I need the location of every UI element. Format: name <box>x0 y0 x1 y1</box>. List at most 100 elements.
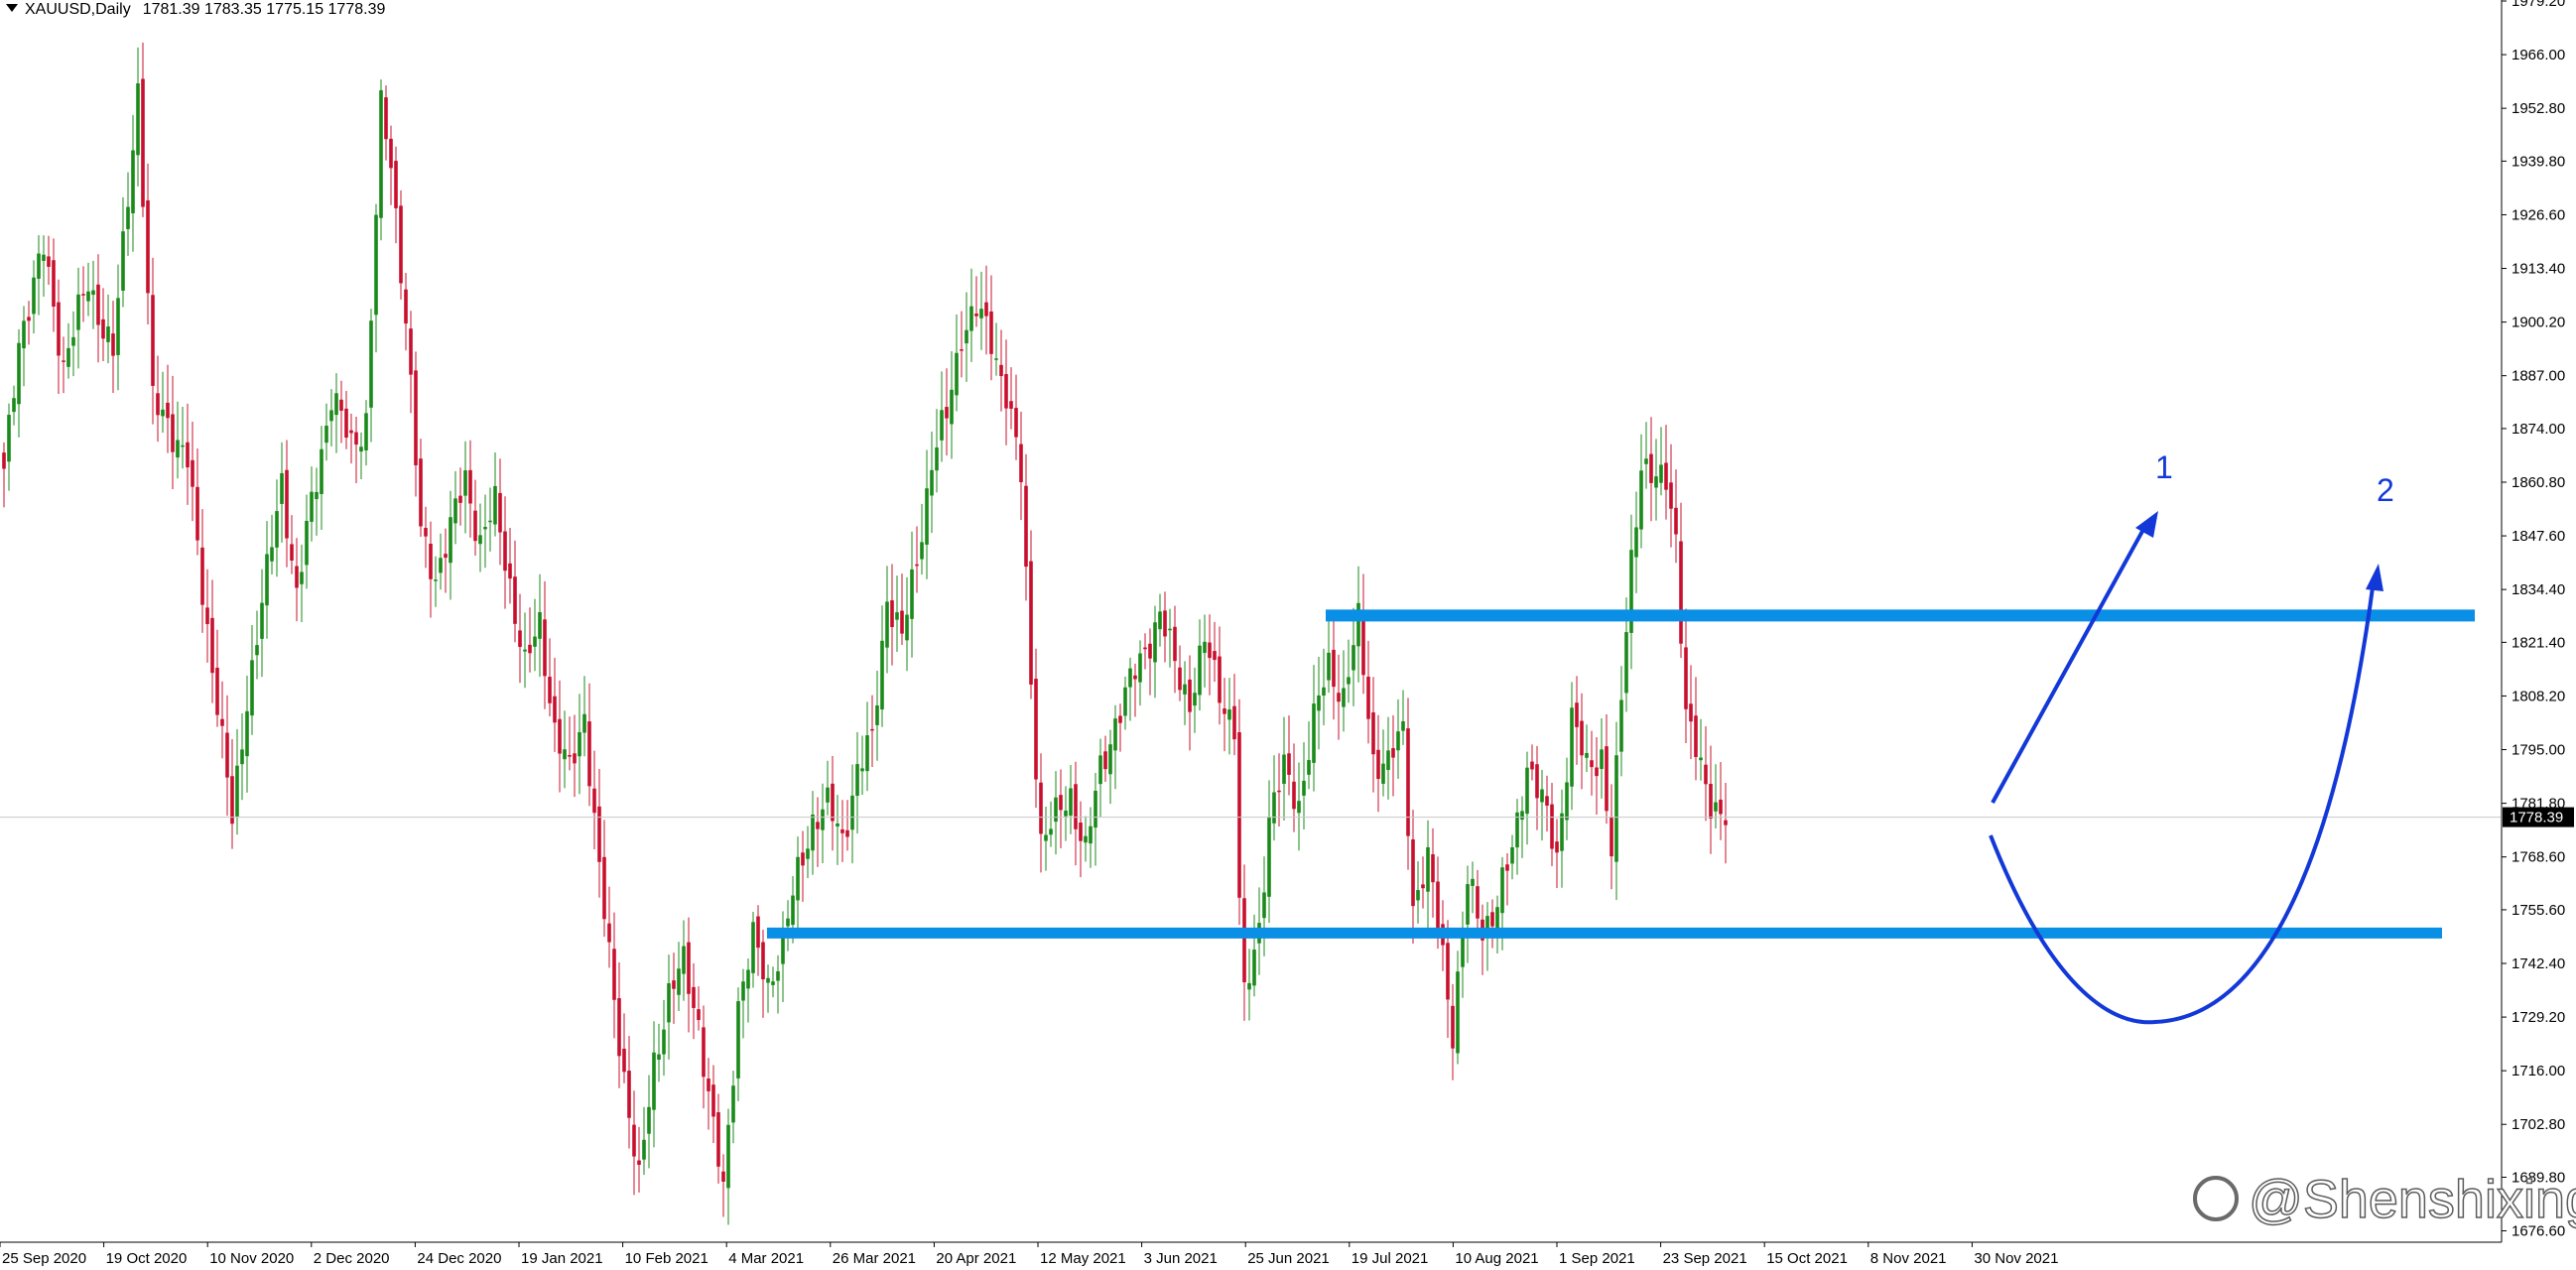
candle-body <box>285 469 289 539</box>
candle-body <box>86 291 90 302</box>
candle-body <box>1505 864 1509 871</box>
candle-body <box>801 852 805 866</box>
candle <box>925 449 929 579</box>
candle-body <box>245 710 249 757</box>
candle <box>905 576 909 672</box>
candle-body <box>1709 784 1713 820</box>
candle-body <box>275 511 279 548</box>
candle <box>369 309 373 443</box>
candle <box>1471 861 1475 914</box>
candle-body <box>1347 677 1351 685</box>
candle-body <box>1049 828 1053 835</box>
candle <box>449 490 452 600</box>
candle <box>1327 614 1331 694</box>
symbol-label: XAUUSD,Daily <box>25 1 131 18</box>
candle-body <box>989 311 993 354</box>
candle <box>582 676 586 757</box>
candle-body <box>592 788 596 814</box>
candle-body <box>1292 781 1296 810</box>
candle-body <box>131 150 135 213</box>
candle-body <box>662 1029 666 1055</box>
candle-body <box>607 923 611 943</box>
candle-body <box>969 306 973 331</box>
candle <box>1376 714 1380 813</box>
resistance-zone-line[interactable] <box>1326 609 2475 622</box>
candle <box>870 695 874 767</box>
price-tick-label: 1952.80 <box>2512 100 2565 117</box>
candle-body <box>374 214 378 316</box>
candle <box>1242 864 1246 1021</box>
dropdown-triangle-icon[interactable] <box>6 4 18 12</box>
candle-body <box>116 298 120 355</box>
candle-body <box>1223 708 1226 714</box>
candle <box>62 336 65 394</box>
candle-body <box>186 442 190 468</box>
candle-body <box>200 547 204 605</box>
candle <box>880 605 884 727</box>
candle-body <box>1664 462 1668 490</box>
candle <box>1560 789 1564 888</box>
candle <box>181 406 185 469</box>
candle <box>1297 762 1301 851</box>
candle <box>950 351 954 459</box>
candle-body <box>1004 374 1008 409</box>
candle-body <box>1029 561 1033 685</box>
candle <box>553 657 557 752</box>
candle-body <box>865 735 869 772</box>
candle-body <box>568 754 572 757</box>
candle <box>1461 911 1465 998</box>
candle <box>1024 453 1028 601</box>
candle-body <box>573 753 577 764</box>
candle-body <box>637 1160 641 1165</box>
candle <box>969 268 973 362</box>
candle-body <box>1436 881 1440 932</box>
candle-body <box>1724 820 1728 826</box>
candle <box>483 494 487 569</box>
candle-body <box>1148 643 1152 659</box>
candle-body <box>106 326 110 342</box>
price-tick-label: 1821.40 <box>2512 634 2565 651</box>
candle <box>1312 665 1316 792</box>
candle-body <box>796 856 800 901</box>
candle <box>359 432 363 480</box>
candle-body <box>1619 699 1623 752</box>
candle <box>1183 661 1187 725</box>
candle-body <box>1570 707 1574 787</box>
candle-body <box>1247 982 1251 990</box>
candle <box>1689 665 1693 760</box>
candle-body <box>647 1106 651 1134</box>
candle-body <box>1674 507 1678 535</box>
candle-body <box>1044 834 1048 841</box>
candle <box>1054 771 1058 855</box>
candle <box>716 1093 720 1184</box>
candle <box>106 294 110 364</box>
candle-body <box>334 393 338 416</box>
candle-body <box>1719 799 1723 815</box>
arrow-shaft <box>1991 525 2147 804</box>
candle-body <box>1535 764 1539 799</box>
candle-body <box>726 1124 730 1189</box>
candle <box>1639 434 1643 549</box>
price-tick-label: 1768.60 <box>2512 849 2565 866</box>
candle <box>1515 799 1519 875</box>
candle <box>1098 738 1102 818</box>
candle <box>652 1021 656 1148</box>
candle <box>151 257 155 425</box>
support-zone-line[interactable] <box>767 927 2442 939</box>
arrow-head-icon <box>2135 511 2158 538</box>
candle <box>746 957 750 1023</box>
arrow-head-icon <box>2366 564 2383 591</box>
candle <box>1649 417 1653 522</box>
price-tick-label: 1887.00 <box>2512 368 2565 385</box>
candle <box>855 731 859 834</box>
candle-body <box>1094 790 1097 828</box>
candle-body <box>1396 731 1400 751</box>
candle <box>434 556 438 607</box>
candle-body <box>945 407 949 419</box>
candle <box>945 368 949 456</box>
candle-body <box>1600 749 1604 769</box>
candle-body <box>1312 703 1316 763</box>
candle-body <box>1421 884 1425 889</box>
candle-body <box>176 440 180 458</box>
